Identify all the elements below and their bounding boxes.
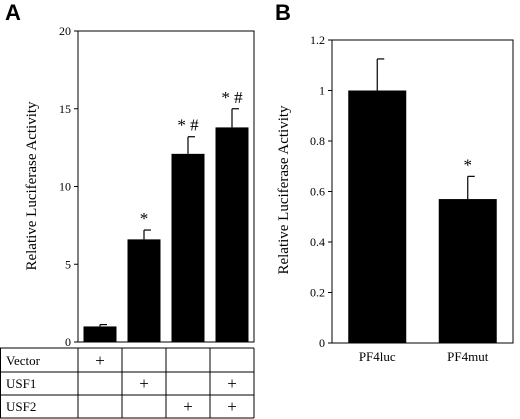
usf2-mark-3: + xyxy=(183,397,193,416)
panel-a-significance-label: * # xyxy=(177,116,199,135)
panel-a-y-tick-label: 15 xyxy=(59,102,71,116)
vector-mark-1: + xyxy=(95,351,105,370)
panel-a-significance-label: * # xyxy=(221,88,243,107)
panel-a-y-tick-label: 10 xyxy=(59,180,71,194)
panel-a-letter: A xyxy=(5,0,21,25)
panel-b-y-tick-label: 0 xyxy=(319,336,325,350)
panel-a-y-tick-label: 0 xyxy=(65,335,71,349)
panel-b-y-tick-label: 0.6 xyxy=(310,185,325,199)
panel-a-bar xyxy=(83,326,117,342)
panel-a-bar xyxy=(215,127,249,342)
usf1-mark-4: + xyxy=(227,374,237,393)
condition-label-usf2: USF2 xyxy=(6,399,36,414)
panel-b-y-tick-label: 0.2 xyxy=(310,286,325,300)
panel-b-y-tick-label: 0.8 xyxy=(310,134,325,148)
panel-a-bar xyxy=(171,153,205,342)
panel-a-bar xyxy=(127,239,161,342)
panel-a-significance-label: * xyxy=(140,209,149,228)
panel-b-category-label: PF4mut xyxy=(447,349,489,364)
panel-b-chart: 0 0.2 0.4 0.6 0.8 1 1.2 PF4luc * PF4mut xyxy=(310,33,497,364)
panel-a-y-axis-label: Relative Luciferase Activity xyxy=(24,101,40,271)
panel-b-letter: B xyxy=(275,0,291,25)
panel-b-bar xyxy=(438,199,497,343)
condition-label-usf1: USF1 xyxy=(6,376,36,391)
usf2-mark-4: + xyxy=(227,397,237,416)
panel-b-bar xyxy=(348,90,407,343)
panel-b-y-axis-label: Relative Luciferase Activity xyxy=(276,105,292,275)
panel-a-y-tick-label: 20 xyxy=(59,24,71,38)
panel-b-y-tick-label: 1.2 xyxy=(310,33,325,47)
panel-a-chart: 0 5 10 15 20 * * # * # xyxy=(59,24,249,349)
panel-b-y-tick-label: 1 xyxy=(319,84,325,98)
condition-table: Vector USF1 USF2 + + + + + xyxy=(0,347,255,419)
panel-a-y-tick-label: 5 xyxy=(65,257,71,271)
panel-b-y-tick-label: 0.4 xyxy=(310,235,325,249)
usf1-mark-2: + xyxy=(139,374,149,393)
panel-b-significance-label: * xyxy=(464,155,473,174)
panel-b-category-label: PF4luc xyxy=(359,349,396,364)
condition-label-vector: Vector xyxy=(6,353,41,368)
